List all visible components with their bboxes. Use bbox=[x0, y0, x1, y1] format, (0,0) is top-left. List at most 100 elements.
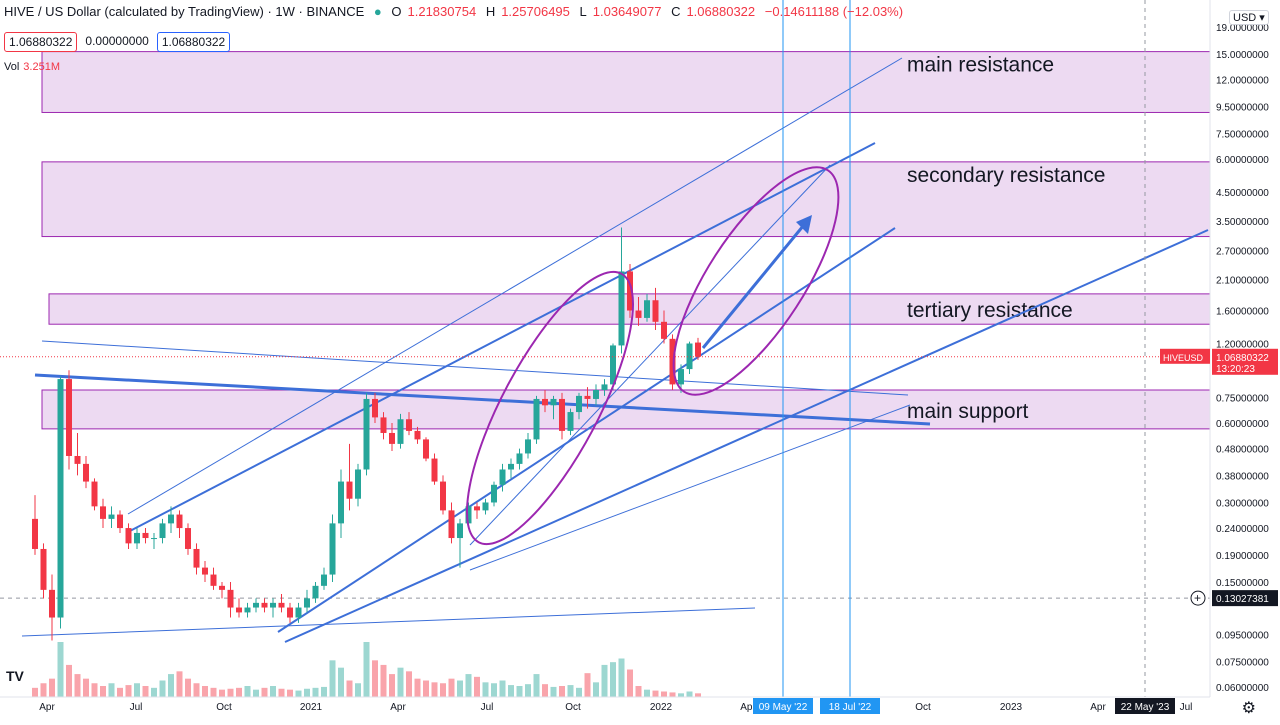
volume-bar bbox=[108, 683, 115, 697]
price-tick-label: 15.0000000 bbox=[1216, 50, 1269, 61]
candle-body bbox=[100, 506, 106, 519]
candle-body bbox=[576, 395, 582, 413]
zone-label: secondary resistance bbox=[907, 164, 1105, 187]
volume-bar bbox=[346, 680, 353, 697]
time-marker-tag bbox=[820, 698, 880, 714]
inner-rising-line bbox=[469, 164, 831, 546]
upper-channel-line bbox=[127, 142, 876, 533]
price-tick-label: 4.50000000 bbox=[1216, 188, 1269, 199]
open-label: O bbox=[391, 4, 402, 19]
candle-body bbox=[304, 598, 310, 608]
volume-bar bbox=[576, 687, 582, 697]
price-axis: 19.0000000 15.0000000 12.0000000 9.50000000… bbox=[0, 0, 1280, 697]
volume-bar bbox=[567, 685, 574, 697]
candle-body bbox=[159, 523, 166, 539]
buy-price-box[interactable]: 1.06880322 bbox=[156, 32, 231, 52]
volume-bar bbox=[644, 689, 650, 697]
time-tick-label: Apr bbox=[1090, 702, 1106, 713]
candle-body bbox=[508, 463, 514, 470]
last-price-value: 1.06880322 bbox=[1216, 353, 1269, 364]
volume-bar bbox=[287, 689, 293, 697]
candle-body bbox=[185, 528, 191, 549]
time-tick-label: Oct bbox=[915, 702, 931, 713]
price-tick-label: 0.48000000 bbox=[1216, 445, 1269, 456]
zone-label: tertiary resistance bbox=[907, 299, 1073, 322]
candle-body bbox=[448, 510, 455, 539]
time-marker-label: 18 Jul '22 bbox=[829, 702, 872, 713]
candle-body bbox=[49, 589, 55, 618]
rising-support-line bbox=[277, 227, 896, 633]
main-support-trendline bbox=[34, 373, 931, 426]
candle-body bbox=[533, 398, 540, 440]
volume-value: 3.251M bbox=[23, 61, 60, 73]
volume-bar bbox=[244, 686, 251, 697]
time-tick-label: Jul bbox=[481, 702, 494, 713]
chevron-down-icon: ▾ bbox=[1259, 12, 1265, 24]
volume-bar bbox=[380, 664, 387, 697]
candle-body bbox=[363, 398, 370, 470]
candle-body bbox=[117, 514, 123, 529]
candle-body bbox=[414, 430, 421, 440]
volume-bar bbox=[32, 687, 38, 697]
ellipse-projection bbox=[672, 166, 840, 396]
candle-body bbox=[329, 523, 336, 575]
gear-icon[interactable]: ⚙ bbox=[1241, 700, 1256, 717]
close-value: 1.06880322 bbox=[686, 4, 756, 19]
time-marker-tag bbox=[1115, 698, 1175, 714]
price-tick-label: 0.07500000 bbox=[1216, 657, 1269, 668]
volume-bar bbox=[414, 678, 421, 697]
chart-header: HIVE / US Dollar (calculated by TradingV… bbox=[4, 4, 915, 19]
sell-price-box[interactable]: 1.06880322 bbox=[4, 32, 78, 52]
candle-body bbox=[669, 338, 676, 385]
price-axis-bg bbox=[1210, 0, 1280, 697]
volume-bar bbox=[533, 674, 540, 697]
currency-selector[interactable]: USD ▾ bbox=[1229, 10, 1269, 25]
candle-body bbox=[644, 300, 650, 318]
descending-trendline bbox=[41, 340, 909, 396]
ellipse-first-rally bbox=[466, 270, 634, 546]
candle-body bbox=[202, 567, 208, 575]
candle-body bbox=[567, 412, 574, 431]
price-tick-label: 9.50000000 bbox=[1216, 102, 1269, 113]
volume-bar bbox=[678, 693, 684, 697]
price-tick-label: 0.06000000 bbox=[1216, 683, 1269, 694]
candle-body bbox=[465, 506, 472, 524]
volume-bar bbox=[185, 678, 191, 697]
candle-body bbox=[678, 369, 684, 385]
zone-main-support bbox=[41, 389, 1211, 430]
candle-body bbox=[91, 481, 98, 507]
candle-body bbox=[66, 379, 72, 456]
volume-bar bbox=[610, 662, 616, 697]
plus-icon-glyph: + bbox=[1194, 591, 1201, 605]
volume-bar bbox=[270, 686, 276, 697]
candle-body bbox=[176, 514, 183, 529]
zone-label: main resistance bbox=[907, 54, 1054, 77]
volume-legend: Vol 3.251M bbox=[4, 61, 60, 73]
volume-bar bbox=[499, 680, 506, 697]
price-tick-label: 0.38000000 bbox=[1216, 471, 1269, 482]
candle-body bbox=[431, 458, 438, 482]
candle-body bbox=[57, 379, 64, 618]
lower-flat-trendline bbox=[21, 607, 756, 637]
volume-bar bbox=[57, 642, 64, 697]
symbol-title[interactable]: HIVE / US Dollar (calculated by TradingV… bbox=[4, 4, 365, 19]
volume-bars bbox=[32, 642, 701, 697]
price-tick-label: 0.75000000 bbox=[1216, 393, 1269, 404]
volume-bar bbox=[168, 674, 174, 697]
volume-bar bbox=[584, 673, 591, 697]
candle-body bbox=[261, 602, 268, 608]
tradingview-logo[interactable]: TV bbox=[6, 668, 24, 684]
volume-bar bbox=[236, 687, 242, 697]
volume-bar bbox=[40, 683, 47, 697]
price-tick-label: 1.60000000 bbox=[1216, 307, 1269, 318]
price-tick-label: 6.00000000 bbox=[1216, 155, 1269, 166]
candle-body bbox=[346, 481, 353, 499]
volume-bar bbox=[176, 671, 183, 697]
volume-bar bbox=[406, 671, 412, 697]
volume-bar bbox=[151, 687, 157, 697]
volume-bar bbox=[312, 687, 319, 697]
volume-bar bbox=[261, 687, 268, 697]
volume-bar bbox=[329, 660, 336, 697]
candle-body bbox=[210, 574, 217, 586]
